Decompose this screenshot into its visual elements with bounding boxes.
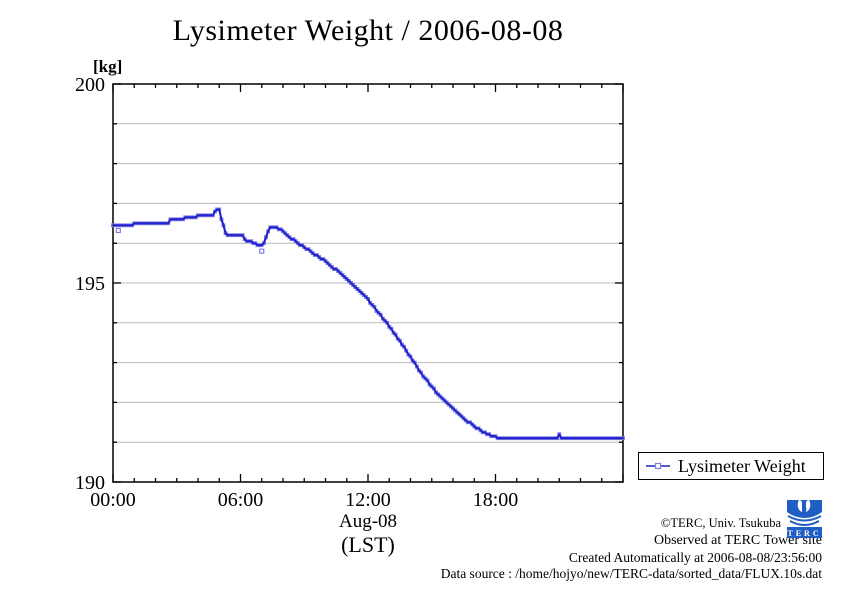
legend-line-sample-icon [646,462,670,470]
svg-text:TERC: TERC [787,529,821,538]
footer-copyright: ©TERC, Univ. Tsukuba [660,516,781,530]
x-axis-label: Aug-08 (LST) [113,511,623,557]
y-tick-label-195: 195 [75,273,105,295]
footer-observed-site: Observed at TERC Tower site [653,532,822,548]
y-tick-label-200: 200 [75,74,105,96]
footer-created-timestamp: Created Automatically at 2006-08-08/23:5… [568,549,822,565]
outlier-marker [259,248,265,254]
series-line-lysimeter-weight [113,208,623,440]
x-axis-timezone-label: (LST) [341,531,395,557]
legend-label: Lysimeter Weight [678,455,806,476]
x-tick-label-00:00: 00:00 [90,489,136,511]
y-tick-label-190: 190 [75,472,105,494]
y-axis-unit-label: [kg] [93,57,123,76]
terc-logo-icon: TERC [787,500,822,538]
chart-title: Lysimeter Weight / 2006-08-08 [172,14,564,47]
footer-annotations: ©TERC, Univ. Tsukuba Observed at TERC To… [441,517,822,581]
outlier-marker [115,227,121,234]
footer-data-source-path: Data source : /home/hojyo/new/TERC-data/… [440,566,822,581]
x-tick-label-18:00: 18:00 [473,489,519,511]
legend: Lysimeter Weight [638,452,824,480]
x-tick-label-06:00: 06:00 [218,489,264,511]
x-tick-label-12:00: 12:00 [345,489,391,511]
x-axis-date-label: Aug-08 [338,511,398,532]
